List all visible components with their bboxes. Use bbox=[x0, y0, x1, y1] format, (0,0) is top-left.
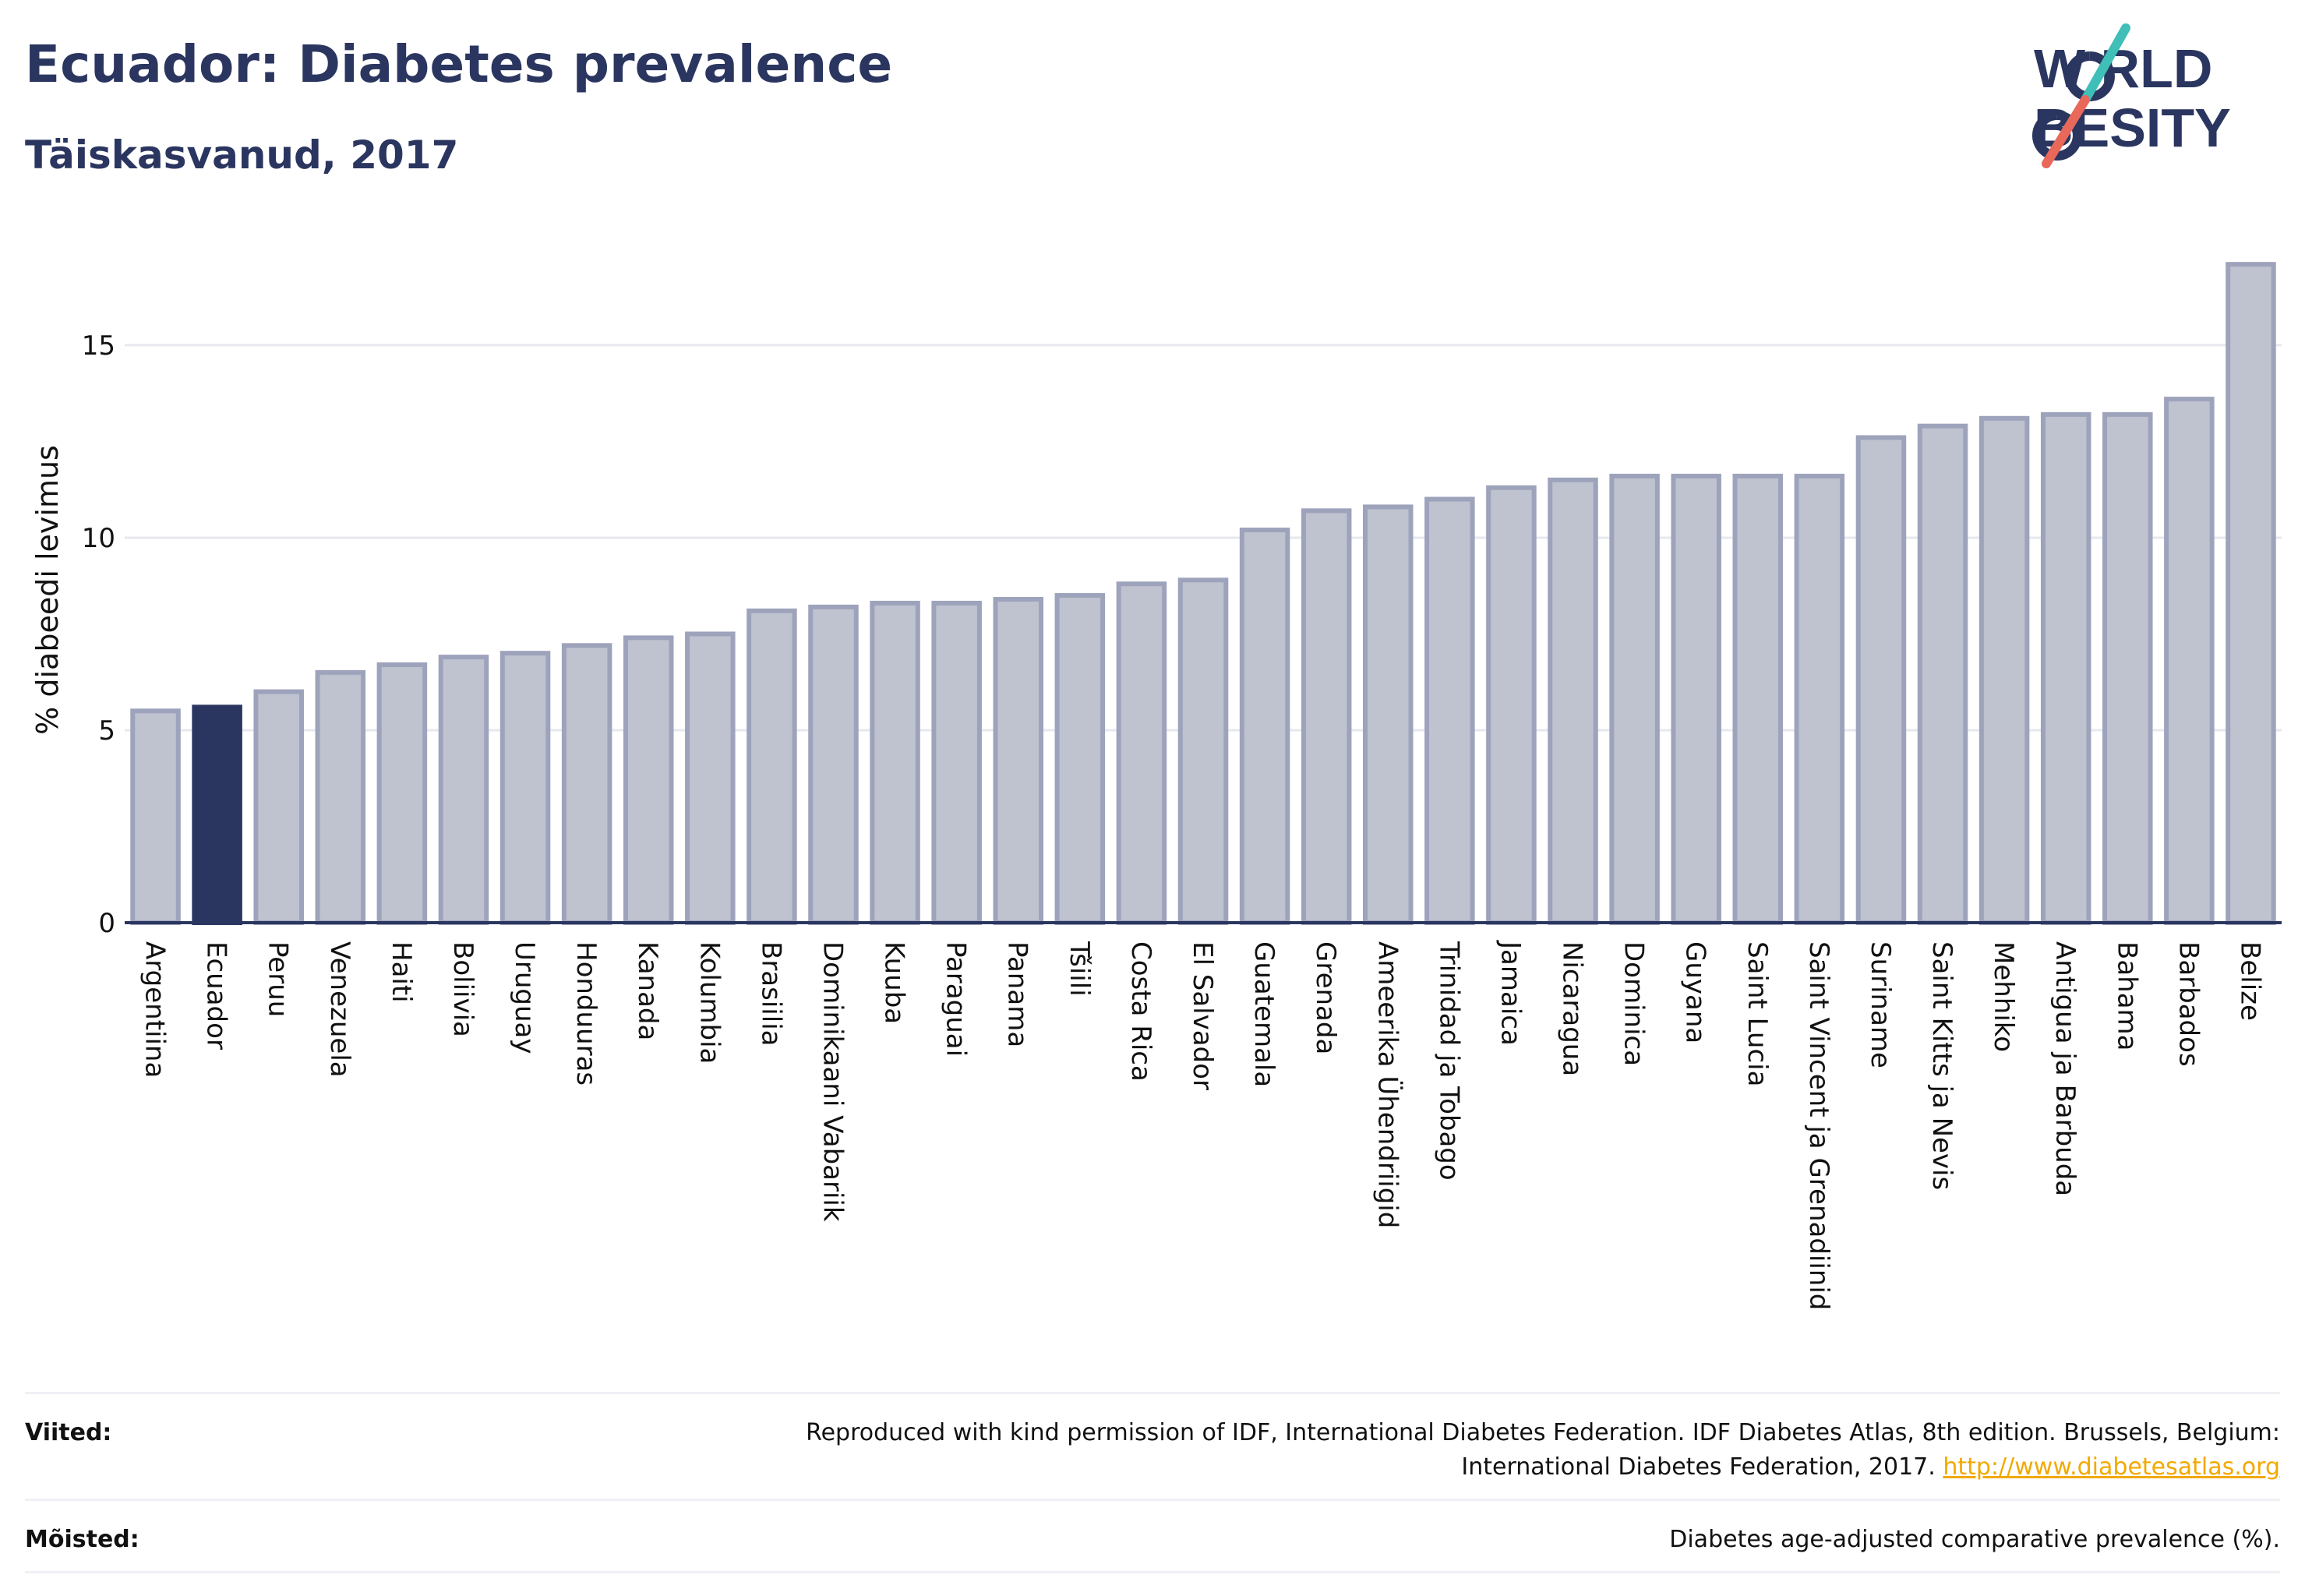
x-tick-label-3: Venezuela bbox=[324, 941, 355, 1078]
definitions-text: Diabetes age-adjusted comparative preval… bbox=[1669, 1526, 2280, 1553]
bar-32 bbox=[2102, 411, 2153, 925]
bar-31 bbox=[2040, 411, 2091, 925]
x-tick-label-33: Barbados bbox=[2173, 941, 2204, 1067]
bar-26 bbox=[1732, 473, 1784, 925]
bar-5 bbox=[438, 655, 489, 926]
bar-34 bbox=[2226, 262, 2276, 926]
bar-13 bbox=[931, 600, 982, 925]
x-tick-label-18: Guatemala bbox=[1248, 941, 1280, 1087]
y-tick-label: 0 bbox=[98, 908, 115, 939]
x-tick-label-6: Uruguay bbox=[509, 941, 540, 1054]
bar-14 bbox=[993, 596, 1044, 925]
x-tick-label-26: Saint Lucia bbox=[1742, 941, 1773, 1086]
x-tick-label-19: Grenada bbox=[1310, 941, 1341, 1054]
bar-11 bbox=[808, 604, 859, 925]
bar-24 bbox=[1609, 473, 1660, 925]
bar-8 bbox=[623, 635, 674, 926]
bar-22 bbox=[1486, 485, 1537, 925]
x-tick-label-27: Saint Vincent ja Grenadiinid bbox=[1803, 941, 1834, 1310]
bar-chart: 0 5 10 15 % diabeedi levimus Argentiina Ecuado… bbox=[30, 262, 2282, 1310]
bar-27 bbox=[1794, 473, 1845, 925]
definitions-row: Mõisted: Diabetes age-adjusted comparati… bbox=[25, 1499, 2280, 1573]
bar-25 bbox=[1671, 473, 1721, 925]
y-axis-title: % diabeedi levimus bbox=[30, 445, 65, 735]
bar-15 bbox=[1054, 593, 1106, 926]
x-tick-label-7: Honduuras bbox=[570, 941, 602, 1086]
x-tick-label-28: Suriname bbox=[1865, 941, 1896, 1068]
x-tick-label-1: Ecuador bbox=[201, 941, 232, 1050]
bar-7 bbox=[561, 643, 612, 925]
bar-20 bbox=[1362, 504, 1414, 925]
x-tick-label-14: Panama bbox=[1002, 941, 1033, 1047]
x-tick-label-25: Guyana bbox=[1680, 941, 1711, 1043]
bar-3 bbox=[315, 669, 366, 925]
world-obesity-logo: W RLD BESITY bbox=[2031, 23, 2231, 168]
x-tick-label-9: Kolumbia bbox=[694, 941, 725, 1064]
x-tick-label-8: Kanada bbox=[632, 941, 663, 1040]
x-tick-label-32: Bahama bbox=[2111, 941, 2142, 1051]
x-tick-label-22: Jamaica bbox=[1495, 940, 1526, 1046]
x-tick-label-2: Peruu bbox=[263, 941, 294, 1017]
x-tick-label-5: Boliivia bbox=[447, 941, 478, 1037]
chart-subtitle: Täiskasvanud, 2017 bbox=[25, 132, 459, 178]
bar-28 bbox=[1855, 435, 1907, 925]
bar-30 bbox=[1978, 415, 2030, 925]
definitions-label: Mõisted: bbox=[25, 1526, 139, 1553]
bar-29 bbox=[1917, 423, 1968, 925]
x-tick-label-21: Trinidad ja Tobago bbox=[1433, 941, 1464, 1181]
y-tick-label: 5 bbox=[98, 715, 115, 747]
logo-slash-teal bbox=[2081, 23, 2130, 104]
bar-4 bbox=[376, 662, 428, 925]
logo-line-1: W RLD bbox=[2034, 38, 2212, 99]
sources-link[interactable]: http://www.diabetesatlas.org bbox=[1943, 1453, 2280, 1481]
bar-1 bbox=[192, 704, 242, 925]
x-tick-label-23: Nicaragua bbox=[1557, 941, 1588, 1076]
bar-16 bbox=[1116, 581, 1167, 925]
x-tick-label-30: Mehhiko bbox=[1988, 941, 2019, 1052]
logo-slash-coral bbox=[2042, 95, 2090, 168]
bar-19 bbox=[1301, 508, 1352, 925]
sources-label: Viited: bbox=[25, 1419, 112, 1446]
x-tick-label-17: El Salvador bbox=[1187, 941, 1218, 1090]
x-tick-label-11: Dominikaani Vabariik bbox=[817, 941, 848, 1222]
x-tick-label-34: Belize bbox=[2234, 941, 2265, 1021]
x-tick-label-13: Paraguai bbox=[941, 941, 972, 1057]
x-tick-label-15: Tšiili bbox=[1064, 941, 1095, 997]
y-tick-label: 10 bbox=[82, 523, 115, 554]
bar-2 bbox=[253, 689, 304, 925]
sources-text-block: Reproduced with kind permission of IDF, … bbox=[722, 1394, 2280, 1499]
x-tick-label-0: Argentiina bbox=[139, 941, 171, 1078]
bar-12 bbox=[870, 600, 920, 925]
chart-footer: Viited: Reproduced with kind permission … bbox=[25, 1392, 2280, 1573]
sources-text: Reproduced with kind permission of IDF, … bbox=[806, 1419, 2280, 1481]
x-tick-label-4: Haiti bbox=[386, 941, 417, 1003]
x-tick-label-10: Brasiilia bbox=[755, 941, 786, 1046]
bar-10 bbox=[747, 608, 797, 925]
bar-18 bbox=[1239, 528, 1290, 926]
x-tick-label-16: Costa Rica bbox=[1125, 941, 1156, 1082]
y-tick-label: 15 bbox=[82, 330, 115, 362]
x-tick-label-29: Saint Kitts ja Nevis bbox=[1926, 941, 1957, 1190]
sources-row: Viited: Reproduced with kind permission … bbox=[25, 1392, 2280, 1499]
bar-0 bbox=[130, 708, 181, 925]
bar-17 bbox=[1177, 577, 1229, 925]
bar-33 bbox=[2164, 397, 2215, 925]
x-tick-label-20: Ameerika Ühendriigid bbox=[1371, 941, 1403, 1228]
bar-21 bbox=[1424, 496, 1475, 925]
bar-23 bbox=[1548, 477, 1598, 925]
x-tick-label-24: Dominica bbox=[1618, 941, 1650, 1066]
x-tick-label-12: Kuuba bbox=[879, 941, 910, 1024]
bar-6 bbox=[499, 651, 551, 925]
chart-title: Ecuador: Diabetes prevalence bbox=[25, 34, 893, 94]
bar-9 bbox=[685, 631, 736, 925]
x-tick-label-31: Antigua ja Barbuda bbox=[2049, 941, 2081, 1196]
